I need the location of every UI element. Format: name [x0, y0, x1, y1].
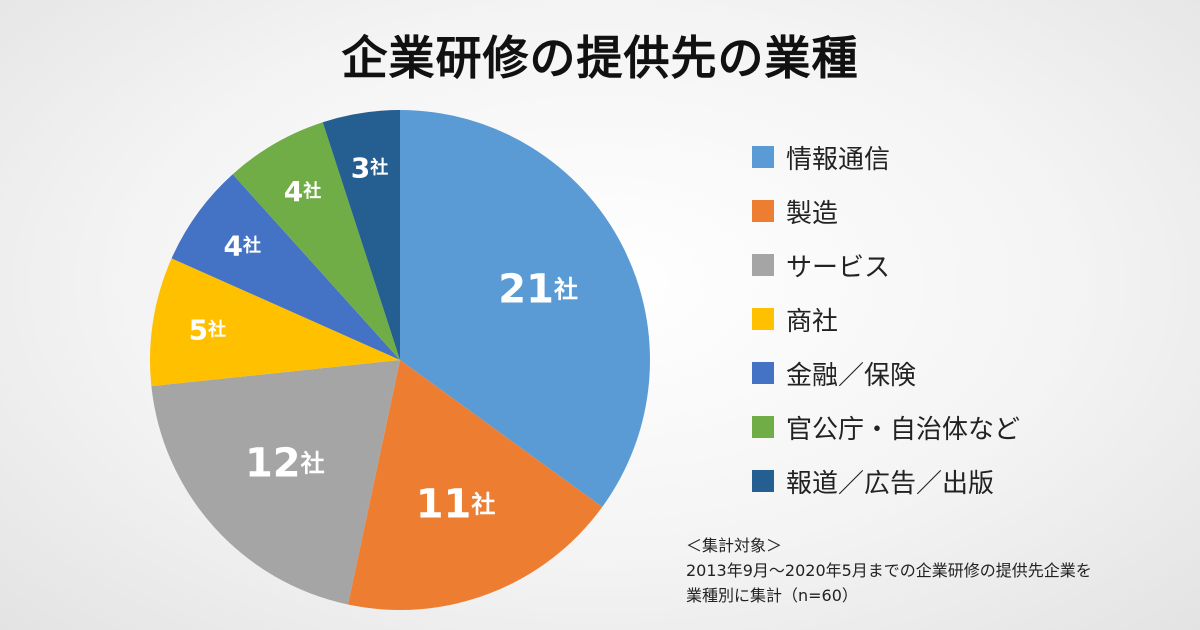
legend-swatch [752, 308, 774, 330]
legend-swatch [752, 470, 774, 492]
legend-swatch [752, 416, 774, 438]
legend-label: 報道／広告／出版 [786, 468, 995, 499]
legend-item: 製造 [752, 184, 1192, 238]
legend-swatch [752, 200, 774, 222]
legend-label: 製造 [786, 198, 839, 229]
slice-label-2: 11社 [416, 482, 496, 528]
slice-label-4: 5社 [189, 313, 226, 346]
legend-item: 商社 [752, 292, 1192, 346]
pie-chart: 21社 11社 12社 5社 4社 4社 3社 [150, 110, 650, 611]
legend-item: サービス [752, 238, 1192, 292]
legend-item: 報道／広告／出版 [752, 454, 1192, 508]
legend-swatch [752, 362, 774, 384]
footnote-line-1: 2013年9月～2020年5月までの企業研修の提供先企業を [686, 561, 1092, 580]
legend-item: 官公庁・自治体など [752, 400, 1192, 454]
pie-slice-4 [150, 258, 400, 387]
pie-slice-3 [151, 360, 400, 605]
chart-title: 企業研修の提供先の業種 [341, 31, 859, 85]
footnote-heading: ＜集計対象＞ [686, 536, 783, 555]
legend-label: 商社 [786, 306, 839, 337]
legend: 情報通信製造サービス商社金融／保険官公庁・自治体など 報道／広告／出版 [752, 130, 1192, 508]
legend-label: 金融／保険 [786, 360, 917, 391]
legend-label: サービス [786, 252, 891, 283]
legend-item: 金融／保険 [752, 346, 1192, 400]
pie-slice-5 [171, 174, 400, 360]
pie-slice-6 [232, 122, 400, 360]
legend-item: 情報通信 [752, 130, 1192, 184]
footnote-line-2: 業種別に集計（n=60） [686, 586, 858, 605]
pie-slice-7 [322, 110, 400, 360]
slice-label-7: 3社 [351, 151, 388, 184]
pie-slice-2 [348, 360, 603, 611]
slice-label-1: 21社 [498, 267, 578, 313]
legend-swatch [752, 146, 774, 168]
slice-label-3: 12社 [245, 441, 325, 487]
legend-swatch [752, 254, 774, 276]
slice-label-6: 4社 [284, 175, 321, 208]
legend-label: 情報通信 [786, 144, 891, 175]
pie-slice-1 [400, 110, 650, 507]
slice-label-5: 4社 [223, 229, 260, 262]
footnote: ＜集計対象＞ 2013年9月～2020年5月までの企業研修の提供先企業を 業種別… [686, 533, 1186, 608]
legend-label: 官公庁・自治体など [786, 414, 1021, 445]
